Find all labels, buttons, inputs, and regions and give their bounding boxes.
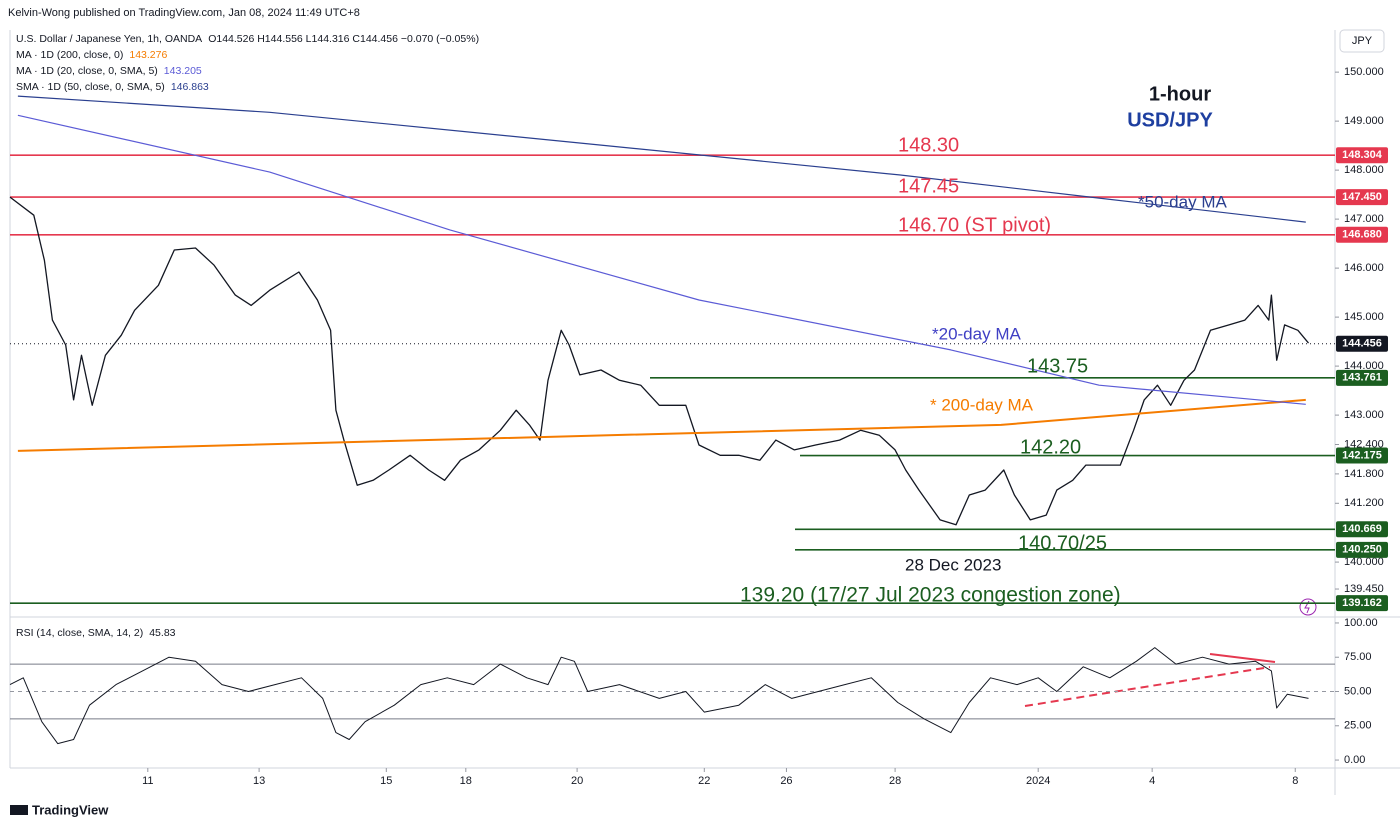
logo-icon [10, 805, 28, 815]
rsi-tick-label: 25.00 [1344, 720, 1372, 732]
price-label-box [1336, 595, 1388, 612]
rsi-trendline [1209, 653, 1276, 663]
annotation: 142.20 [1020, 436, 1081, 458]
x-tick-label: 26 [780, 775, 792, 787]
annotation: 139.20 (17/27 Jul 2023 congestion zone) [740, 584, 1121, 607]
price-label: 148.304 [1342, 149, 1383, 161]
legend-name: MA · 1D (20, close, 0, SMA, 5) [16, 65, 158, 77]
rsi-tick-label: 100.00 [1344, 617, 1378, 629]
annotation: 147.45 [898, 175, 959, 197]
y-tick-label: 142.400 [1344, 438, 1384, 450]
annotation: 146.70 (ST pivot) [898, 214, 1051, 236]
y-tick-label: 150.000 [1344, 66, 1384, 78]
y-tick-label: 145.000 [1344, 311, 1384, 323]
ma-line [17, 398, 1306, 452]
x-tick-label: 13 [253, 775, 265, 787]
price-label: 139.162 [1342, 597, 1382, 609]
annotation: 28 Dec 2023 [905, 555, 1001, 574]
price-label-box [1336, 335, 1388, 352]
x-tick-label: 15 [380, 775, 392, 787]
legend-name: SMA · 1D (50, close, 0, SMA, 5) [16, 81, 165, 93]
logo: TradingView [32, 802, 109, 817]
y-tick-label: 141.200 [1344, 497, 1384, 509]
y-tick-label: 147.000 [1344, 213, 1384, 225]
alert-icon[interactable] [1299, 598, 1317, 616]
title: 1-hour [1149, 83, 1211, 105]
annotation: * 200-day MA [930, 395, 1034, 414]
y-tick-label: 141.800 [1344, 468, 1384, 480]
currency-box[interactable] [1339, 29, 1385, 53]
rsi-tick-label: 50.00 [1344, 685, 1372, 697]
y-tick-label: 140.000 [1344, 556, 1384, 568]
price-label-box [1336, 147, 1388, 164]
price-label-box [1336, 189, 1388, 206]
annotation: 143.75 [1027, 355, 1088, 377]
price-line [9, 196, 1310, 526]
price-label: 140.669 [1342, 523, 1382, 535]
rsi-trendline [1024, 666, 1271, 707]
legend-value: 143.205 [164, 65, 202, 77]
x-tick-label: 22 [698, 775, 710, 787]
price-label-box [1336, 541, 1388, 558]
annotation: *20-day MA [932, 324, 1021, 343]
x-tick-label: 2024 [1026, 775, 1050, 787]
legend-name: MA · 1D (200, close, 0) [16, 49, 123, 61]
y-tick-label: 149.000 [1344, 115, 1384, 127]
price-label-box [1336, 447, 1388, 464]
attribution: Kelvin-Wong published on TradingView.com… [8, 7, 360, 19]
price-label: 143.761 [1342, 372, 1382, 384]
x-tick-label: 18 [460, 775, 472, 787]
price-label-box [1336, 369, 1388, 386]
y-tick-label: 148.000 [1344, 164, 1384, 176]
subtitle: USD/JPY [1127, 109, 1213, 131]
y-tick-label: 146.000 [1344, 262, 1384, 274]
price-label: 144.456 [1342, 338, 1382, 350]
rsi-tick-label: 75.00 [1344, 651, 1372, 663]
legend-name: U.S. Dollar / Japanese Yen, 1h, OANDA [16, 33, 202, 45]
x-tick-label: 4 [1149, 775, 1155, 787]
x-tick-label: 20 [571, 775, 583, 787]
alert-icon[interactable] [1304, 600, 1310, 614]
price-label-box [1336, 226, 1388, 243]
price-label: 140.250 [1342, 544, 1382, 556]
y-tick-label: 139.450 [1344, 583, 1384, 595]
price-label: 147.450 [1342, 191, 1382, 203]
annotation: 140.70/25 [1018, 532, 1107, 554]
x-tick-label: 8 [1292, 775, 1298, 787]
ma-line [17, 114, 1306, 405]
rsi-legend-name: RSI (14, close, SMA, 14, 2) [16, 627, 143, 639]
x-tick-label: 11 [142, 775, 153, 787]
price-label-box [1336, 521, 1388, 538]
ma-line [17, 95, 1306, 223]
x-tick-label: 28 [889, 775, 901, 787]
price-label: 142.175 [1342, 449, 1382, 461]
currency[interactable]: JPY [1352, 35, 1373, 47]
rsi-legend-value: 45.83 [149, 627, 175, 639]
legend-value: 146.863 [171, 81, 209, 93]
annotation: 148.30 [898, 134, 959, 156]
y-tick-label: 143.000 [1344, 409, 1384, 421]
legend-value: O144.526 H144.556 L144.316 C144.456 −0.0… [208, 33, 479, 45]
annotation: *50-day MA [1138, 192, 1227, 211]
y-tick-label: 144.000 [1344, 360, 1384, 372]
rsi-line [9, 647, 1309, 745]
price-label: 146.680 [1342, 229, 1382, 241]
rsi-tick-label: 0.00 [1344, 754, 1365, 766]
legend-value: 143.276 [129, 49, 167, 61]
